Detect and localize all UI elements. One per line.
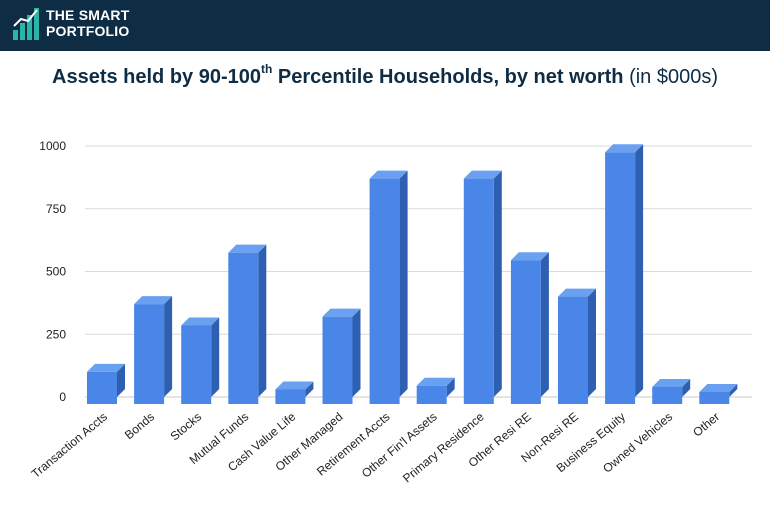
bar-side bbox=[399, 170, 408, 397]
bar-base bbox=[652, 397, 683, 404]
bar-side bbox=[729, 383, 738, 397]
x-tick-label: Bonds bbox=[122, 410, 157, 443]
bar bbox=[463, 178, 494, 397]
bar-top bbox=[369, 170, 408, 179]
bar-base bbox=[369, 397, 400, 404]
bar-top bbox=[87, 363, 125, 372]
title-unit: (in $000s) bbox=[629, 66, 718, 88]
title-superscript: th bbox=[261, 62, 273, 77]
bar-side bbox=[493, 170, 502, 397]
bar-base bbox=[134, 397, 165, 404]
bar bbox=[275, 389, 306, 397]
bar bbox=[228, 252, 259, 397]
bar-base bbox=[463, 397, 494, 404]
bar-side bbox=[446, 377, 455, 397]
bar bbox=[605, 152, 636, 397]
bar bbox=[699, 391, 730, 397]
bar-base bbox=[275, 397, 306, 404]
x-tick-label: Transaction Accts bbox=[29, 410, 110, 481]
x-tick-label: Other bbox=[690, 410, 722, 440]
bar bbox=[510, 260, 541, 397]
bar-top bbox=[322, 308, 361, 317]
bar-base bbox=[558, 397, 588, 404]
bar bbox=[181, 325, 212, 397]
bar-top bbox=[228, 244, 267, 253]
bar bbox=[134, 304, 165, 397]
bar-top bbox=[134, 296, 173, 305]
bar-base bbox=[322, 397, 353, 404]
bar-top bbox=[463, 170, 502, 179]
chart-title: Assets held by 90-100th Percentile House… bbox=[0, 63, 770, 89]
bar-side bbox=[540, 252, 549, 397]
bar bbox=[87, 371, 117, 397]
y-tick-label: 1000 bbox=[39, 139, 66, 153]
bar bbox=[558, 296, 588, 397]
bar bbox=[416, 385, 447, 397]
y-tick-label: 750 bbox=[46, 202, 66, 216]
bar-side bbox=[211, 317, 220, 397]
brand-line-1: THE SMART bbox=[46, 7, 130, 23]
title-rest: Percentile Households, by net worth bbox=[272, 66, 630, 88]
header-bar: THE SMART PORTFOLIO bbox=[0, 0, 770, 51]
bar-base bbox=[605, 397, 636, 404]
logo-icon bbox=[13, 8, 39, 40]
bar-side bbox=[117, 363, 125, 397]
brand-line-2: PORTFOLIO bbox=[46, 23, 130, 39]
bar-top bbox=[181, 317, 220, 326]
bar-top bbox=[558, 288, 596, 297]
bar-side bbox=[258, 244, 267, 397]
bar-base bbox=[87, 397, 117, 404]
bar-top bbox=[605, 144, 644, 153]
bar-side bbox=[635, 144, 644, 397]
bar-base bbox=[416, 397, 447, 404]
bar-side bbox=[164, 296, 173, 397]
bar-base bbox=[510, 397, 541, 404]
bar-top bbox=[699, 383, 738, 392]
bar bbox=[369, 178, 400, 397]
x-tick-label: Primary Residence bbox=[400, 409, 487, 485]
y-tick-label: 0 bbox=[59, 390, 66, 404]
brand-name: THE SMART PORTFOLIO bbox=[46, 7, 129, 39]
bar-top bbox=[652, 378, 691, 387]
bar-side bbox=[682, 378, 691, 397]
x-tick-label: Stocks bbox=[168, 410, 205, 444]
bar bbox=[322, 316, 353, 397]
y-tick-label: 500 bbox=[46, 265, 66, 279]
bar-base bbox=[181, 397, 212, 404]
bar-base bbox=[699, 397, 730, 404]
bar-top bbox=[416, 377, 455, 386]
bar-side bbox=[352, 308, 361, 397]
bar-top bbox=[275, 381, 314, 390]
bar-side bbox=[305, 381, 314, 397]
bar-side bbox=[588, 288, 596, 397]
bar-top bbox=[510, 252, 549, 261]
bar bbox=[652, 386, 683, 397]
y-tick-label: 250 bbox=[46, 327, 66, 341]
bar-base bbox=[228, 397, 259, 404]
title-main: Assets held by 90-100 bbox=[52, 66, 261, 88]
